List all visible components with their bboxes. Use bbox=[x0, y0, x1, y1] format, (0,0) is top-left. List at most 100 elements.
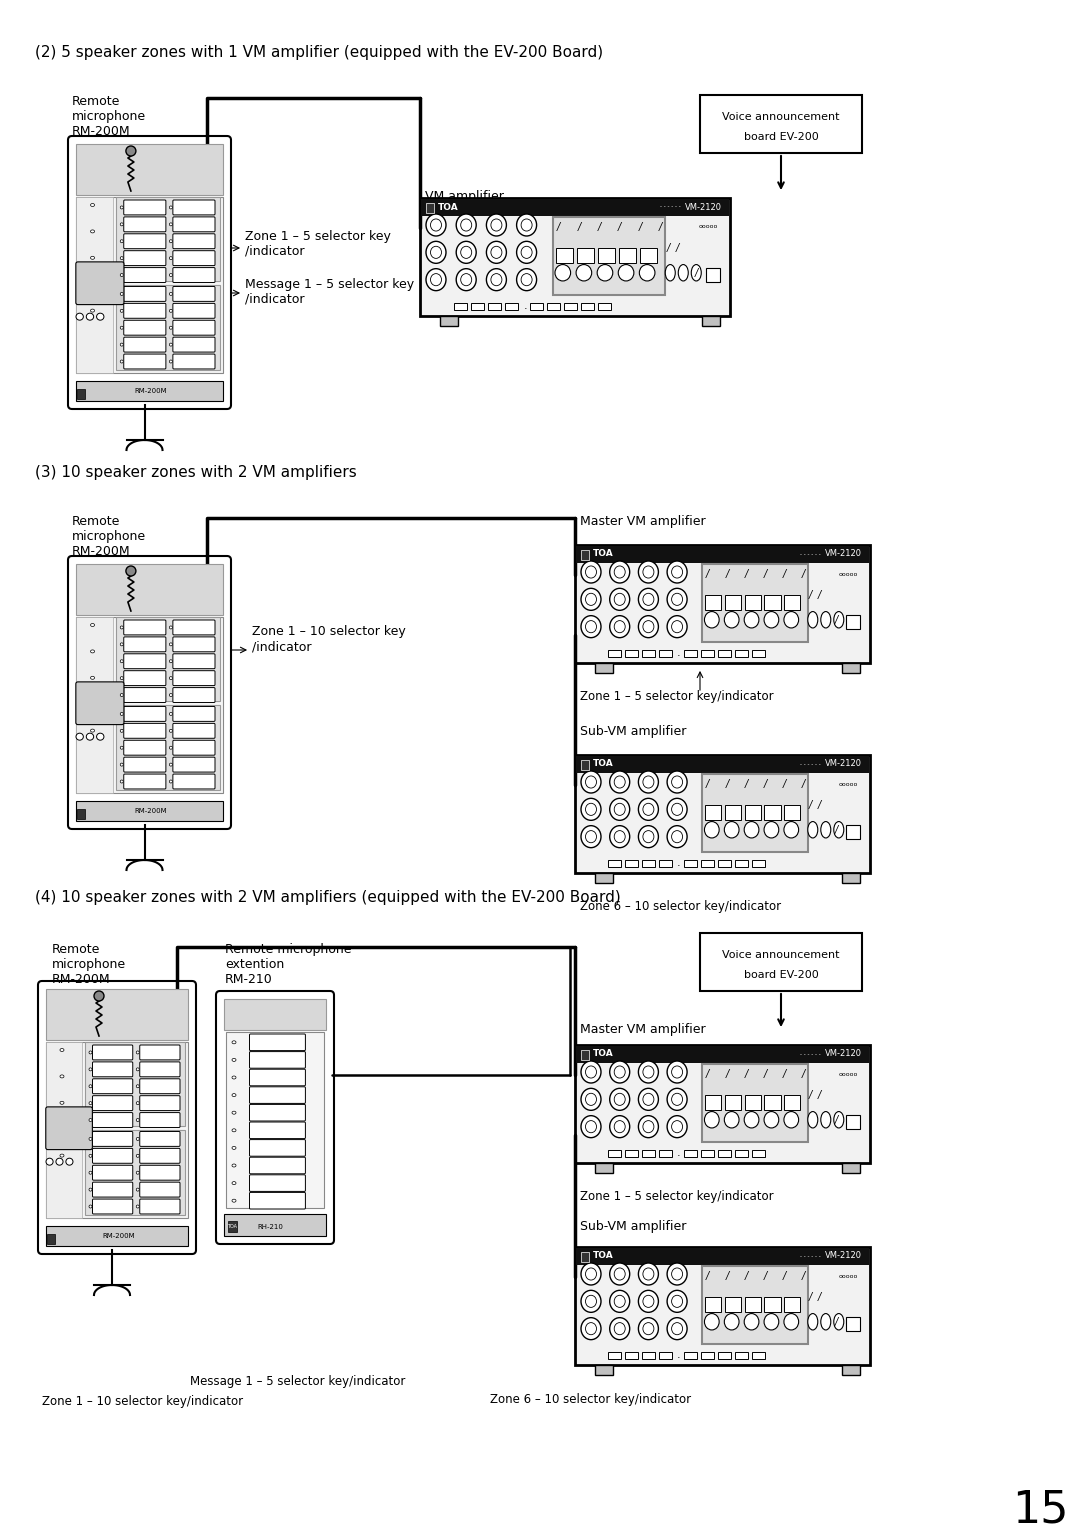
Ellipse shape bbox=[136, 1189, 139, 1192]
Ellipse shape bbox=[60, 1128, 64, 1131]
FancyBboxPatch shape bbox=[139, 1112, 180, 1128]
Bar bbox=[846, 1115, 860, 1129]
FancyBboxPatch shape bbox=[124, 637, 166, 652]
Bar bbox=[784, 805, 800, 821]
Ellipse shape bbox=[461, 219, 472, 231]
Ellipse shape bbox=[576, 264, 592, 281]
Ellipse shape bbox=[136, 1085, 139, 1088]
Ellipse shape bbox=[486, 269, 507, 290]
Ellipse shape bbox=[232, 1076, 237, 1079]
FancyBboxPatch shape bbox=[93, 1199, 133, 1213]
Text: /: / bbox=[744, 1070, 747, 1079]
Bar bbox=[505, 303, 518, 310]
FancyBboxPatch shape bbox=[575, 1247, 870, 1365]
Ellipse shape bbox=[808, 1314, 818, 1329]
Bar bbox=[46, 1042, 81, 1218]
Text: /: / bbox=[801, 568, 805, 579]
Bar bbox=[705, 1297, 721, 1313]
Ellipse shape bbox=[89, 1154, 92, 1157]
Ellipse shape bbox=[672, 776, 683, 788]
Bar bbox=[784, 1297, 800, 1313]
Bar bbox=[577, 248, 594, 263]
FancyBboxPatch shape bbox=[93, 1079, 133, 1094]
Ellipse shape bbox=[91, 283, 95, 286]
Bar bbox=[530, 303, 543, 310]
FancyBboxPatch shape bbox=[139, 1062, 180, 1077]
Ellipse shape bbox=[585, 1268, 596, 1280]
Text: VM-2120: VM-2120 bbox=[825, 1050, 862, 1059]
Ellipse shape bbox=[581, 1317, 600, 1340]
Text: Message 1 – 5 selector key/indicator: Message 1 – 5 selector key/indicator bbox=[190, 1375, 405, 1387]
Text: Master VM amplifier: Master VM amplifier bbox=[580, 1024, 705, 1036]
Ellipse shape bbox=[581, 561, 600, 584]
FancyBboxPatch shape bbox=[93, 1112, 133, 1128]
Bar bbox=[84, 1131, 185, 1215]
Bar bbox=[77, 808, 85, 819]
Ellipse shape bbox=[585, 831, 596, 843]
FancyBboxPatch shape bbox=[173, 758, 215, 772]
Bar bbox=[659, 1151, 672, 1157]
Ellipse shape bbox=[60, 1154, 64, 1157]
Ellipse shape bbox=[232, 1164, 237, 1167]
Bar bbox=[684, 1352, 697, 1358]
Text: Zone 1 – 10 selector key
/indicator: Zone 1 – 10 selector key /indicator bbox=[252, 625, 406, 652]
Ellipse shape bbox=[672, 593, 683, 605]
Ellipse shape bbox=[610, 1115, 630, 1138]
Ellipse shape bbox=[615, 1093, 625, 1105]
Bar bbox=[608, 860, 621, 866]
Ellipse shape bbox=[643, 620, 653, 633]
Bar bbox=[619, 248, 636, 263]
Ellipse shape bbox=[170, 779, 173, 782]
FancyBboxPatch shape bbox=[124, 775, 166, 788]
Bar bbox=[455, 303, 468, 310]
Bar bbox=[842, 1365, 860, 1375]
Ellipse shape bbox=[615, 804, 625, 816]
Text: /: / bbox=[783, 779, 786, 788]
Bar bbox=[725, 1096, 741, 1109]
Ellipse shape bbox=[585, 1067, 596, 1079]
Bar bbox=[702, 564, 808, 642]
Bar bbox=[548, 303, 561, 310]
FancyBboxPatch shape bbox=[93, 1183, 133, 1196]
Bar bbox=[784, 1096, 800, 1109]
Text: Zone 6 – 10 selector key/indicator: Zone 6 – 10 selector key/indicator bbox=[490, 1394, 691, 1406]
Text: /: / bbox=[809, 1293, 812, 1302]
Bar bbox=[624, 1352, 637, 1358]
Ellipse shape bbox=[821, 822, 831, 837]
Ellipse shape bbox=[516, 241, 537, 263]
FancyBboxPatch shape bbox=[139, 1149, 180, 1163]
Text: /: / bbox=[819, 801, 822, 810]
FancyBboxPatch shape bbox=[124, 234, 166, 249]
Bar bbox=[718, 649, 731, 657]
FancyBboxPatch shape bbox=[420, 199, 730, 316]
Text: Remote
microphone
RM-200M: Remote microphone RM-200M bbox=[72, 95, 146, 138]
Ellipse shape bbox=[431, 219, 442, 231]
Bar bbox=[576, 1248, 869, 1265]
Text: /: / bbox=[783, 1070, 786, 1079]
Ellipse shape bbox=[643, 1067, 653, 1079]
Ellipse shape bbox=[638, 616, 659, 637]
Bar bbox=[706, 267, 720, 281]
FancyBboxPatch shape bbox=[139, 1166, 180, 1180]
FancyBboxPatch shape bbox=[216, 992, 334, 1244]
Ellipse shape bbox=[615, 1323, 625, 1335]
Ellipse shape bbox=[170, 325, 173, 329]
Ellipse shape bbox=[89, 1085, 92, 1088]
FancyBboxPatch shape bbox=[139, 1199, 180, 1213]
Ellipse shape bbox=[638, 1115, 659, 1138]
Ellipse shape bbox=[91, 309, 95, 312]
Ellipse shape bbox=[89, 1206, 92, 1209]
Text: Voice announcement: Voice announcement bbox=[723, 112, 840, 122]
Bar bbox=[642, 649, 654, 657]
Circle shape bbox=[94, 992, 104, 1001]
FancyBboxPatch shape bbox=[249, 1140, 306, 1157]
Bar bbox=[116, 197, 220, 281]
Ellipse shape bbox=[834, 822, 843, 837]
Ellipse shape bbox=[136, 1172, 139, 1174]
Ellipse shape bbox=[120, 626, 123, 630]
Text: .: . bbox=[677, 648, 680, 659]
Text: /: / bbox=[809, 590, 812, 601]
Ellipse shape bbox=[639, 264, 654, 281]
Ellipse shape bbox=[170, 309, 173, 312]
Ellipse shape bbox=[672, 1120, 683, 1132]
